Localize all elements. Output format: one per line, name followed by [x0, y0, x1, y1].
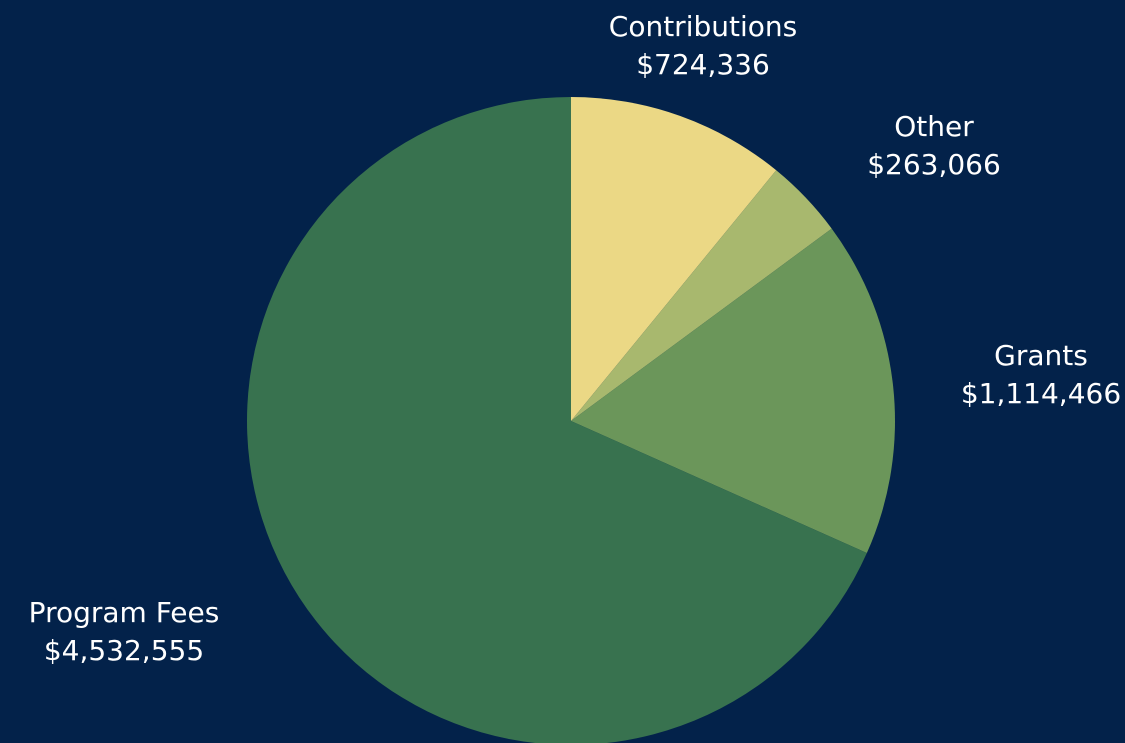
slice-label-other: Other $263,066: [867, 108, 1001, 184]
slice-label-contributions: Contributions $724,336: [609, 8, 797, 84]
slice-label-name: Other: [894, 110, 974, 143]
slice-label-name: Program Fees: [28, 596, 220, 629]
pie-slice-contributions: [571, 97, 777, 421]
slice-label-program-fees: Program Fees $4,532,555: [29, 594, 220, 670]
slice-label-grants: Grants $1,114,466: [961, 337, 1121, 413]
slice-label-value: $4,532,555: [43, 634, 205, 667]
slice-label-value: $263,066: [867, 148, 1001, 181]
pie-slice-grants: [571, 228, 895, 554]
pie-slice-other: [571, 170, 832, 421]
slice-label-value: $1,114,466: [960, 377, 1122, 410]
pie-slice-program-fees: [247, 97, 867, 743]
slice-label-name: Grants: [994, 339, 1088, 372]
slice-label-name: Contributions: [608, 10, 798, 43]
slice-label-value: $724,336: [636, 48, 770, 81]
